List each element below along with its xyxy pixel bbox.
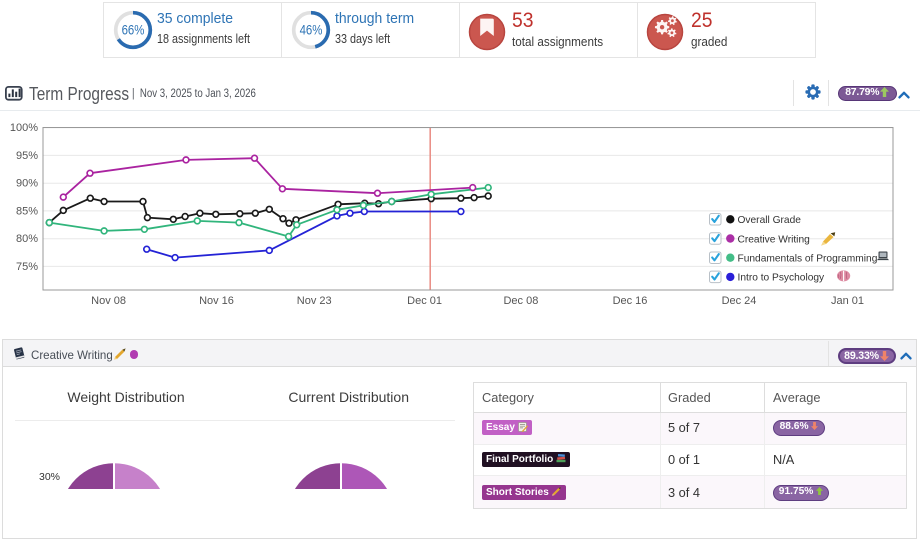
svg-text:Creative Writing: Creative Writing [738, 234, 811, 245]
svg-text:Dec 01: Dec 01 [407, 295, 442, 307]
svg-text:100%: 100% [10, 122, 38, 134]
svg-text:85%: 85% [16, 205, 38, 217]
svg-text:75%: 75% [16, 261, 38, 273]
svg-text:Nov 16: Nov 16 [199, 295, 234, 307]
svg-text:80%: 80% [16, 233, 38, 245]
svg-text:Dec 16: Dec 16 [613, 295, 648, 307]
svg-text:Dec 24: Dec 24 [722, 295, 757, 307]
svg-text:46%: 46% [299, 23, 322, 38]
svg-text:Intro to Psychology: Intro to Psychology [738, 273, 826, 284]
svg-text:90%: 90% [16, 178, 38, 190]
svg-text:Overall Grade: Overall Grade [738, 215, 802, 226]
svg-text:95%: 95% [16, 150, 38, 162]
svg-text:Fundamentals of Programming: Fundamentals of Programming [738, 254, 878, 265]
svg-text:Jan 01: Jan 01 [831, 295, 864, 307]
svg-text:Dec 08: Dec 08 [503, 295, 538, 307]
svg-text:66%: 66% [121, 23, 144, 38]
svg-text:Nov 08: Nov 08 [91, 295, 126, 307]
svg-text:Nov 23: Nov 23 [297, 295, 332, 307]
